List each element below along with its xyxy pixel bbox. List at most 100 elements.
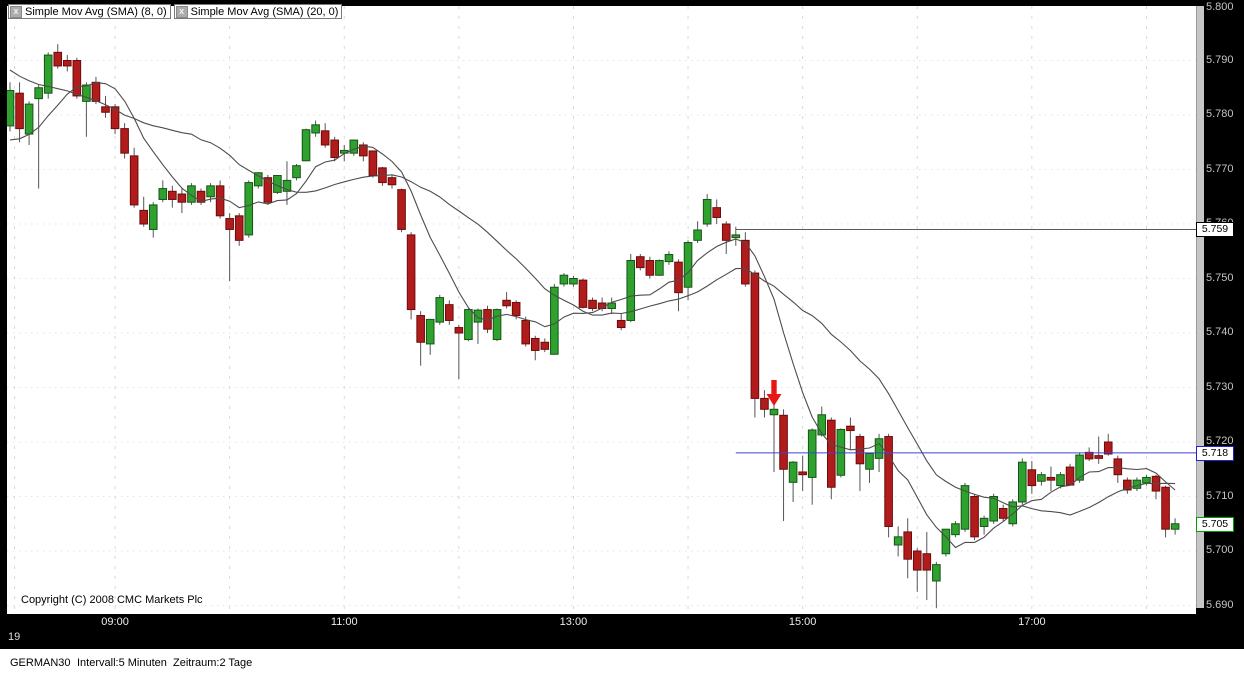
candle-body[interactable] bbox=[865, 452, 874, 470]
candle-body[interactable] bbox=[15, 92, 24, 130]
candle-body[interactable] bbox=[244, 182, 254, 236]
candle-body[interactable] bbox=[903, 531, 913, 560]
candle-body[interactable] bbox=[998, 507, 1008, 519]
candle-body[interactable] bbox=[139, 209, 148, 225]
candle-body[interactable] bbox=[1056, 474, 1065, 487]
candle-body[interactable] bbox=[626, 260, 636, 321]
candle-body[interactable] bbox=[387, 177, 397, 186]
candle-body[interactable] bbox=[292, 165, 301, 179]
candle-body[interactable] bbox=[206, 185, 215, 198]
candle-body[interactable] bbox=[72, 60, 82, 97]
candle-body[interactable] bbox=[349, 139, 359, 154]
candle-body[interactable] bbox=[559, 274, 569, 285]
candle-body[interactable] bbox=[827, 419, 836, 488]
candle-body[interactable] bbox=[874, 438, 884, 459]
candle-body[interactable] bbox=[24, 103, 34, 135]
candle-body[interactable] bbox=[282, 179, 292, 192]
candle-body[interactable] bbox=[846, 425, 855, 432]
candle-body[interactable] bbox=[330, 139, 339, 159]
candle-body[interactable] bbox=[311, 124, 320, 134]
candle-body[interactable] bbox=[1123, 479, 1132, 491]
candle-body[interactable] bbox=[225, 218, 234, 230]
candle-body[interactable] bbox=[922, 553, 932, 571]
candle-body[interactable] bbox=[616, 319, 626, 329]
candle-body[interactable] bbox=[932, 564, 941, 582]
candle-body[interactable] bbox=[1046, 476, 1056, 481]
candle-body[interactable] bbox=[91, 81, 101, 102]
candle-body[interactable] bbox=[473, 309, 483, 323]
candle-body[interactable] bbox=[82, 84, 91, 102]
candle-body[interactable] bbox=[1084, 451, 1094, 460]
candle-body[interactable] bbox=[884, 436, 893, 527]
candle-body[interactable] bbox=[979, 517, 989, 527]
candle-body[interactable] bbox=[769, 408, 779, 416]
candle-body[interactable] bbox=[445, 304, 454, 321]
candle-body[interactable] bbox=[798, 471, 807, 476]
candle-body[interactable] bbox=[215, 185, 225, 217]
candle-body[interactable] bbox=[750, 272, 760, 399]
candle-body[interactable] bbox=[168, 190, 177, 200]
candle-body[interactable] bbox=[607, 302, 616, 309]
candle-body[interactable] bbox=[1113, 458, 1123, 476]
candle-body[interactable] bbox=[464, 309, 473, 341]
candle-body[interactable] bbox=[1008, 501, 1018, 525]
candle-body[interactable] bbox=[588, 299, 597, 309]
candle-body[interactable] bbox=[1037, 474, 1046, 482]
candle-body[interactable] bbox=[1132, 479, 1142, 489]
candle-body[interactable] bbox=[521, 319, 531, 345]
candle-body[interactable] bbox=[1094, 455, 1104, 459]
candle-body[interactable] bbox=[683, 242, 693, 288]
candle-body[interactable] bbox=[425, 318, 435, 345]
candle-body[interactable] bbox=[454, 327, 464, 334]
legend-item-sma20[interactable]: x Simple Mov Avg (SMA) (20, 0) bbox=[173, 4, 343, 19]
close-icon[interactable]: x bbox=[10, 5, 22, 18]
candle-body[interactable] bbox=[196, 190, 206, 203]
candle-body[interactable] bbox=[1142, 476, 1151, 484]
candle-body[interactable] bbox=[53, 51, 63, 67]
candle-body[interactable] bbox=[177, 193, 187, 203]
candle-body[interactable] bbox=[836, 428, 846, 476]
candle-body[interactable] bbox=[368, 150, 378, 176]
candle-body[interactable] bbox=[912, 550, 922, 571]
candle-body[interactable] bbox=[741, 239, 750, 285]
candle-body[interactable] bbox=[435, 297, 445, 323]
candle-body[interactable] bbox=[760, 397, 769, 410]
candle-body[interactable] bbox=[807, 429, 817, 478]
candle-body[interactable] bbox=[511, 301, 521, 317]
candle-body[interactable] bbox=[951, 523, 960, 536]
candle-body[interactable] bbox=[158, 188, 168, 200]
candle-body[interactable] bbox=[129, 155, 139, 206]
candle-body[interactable] bbox=[788, 461, 798, 483]
candle-body[interactable] bbox=[110, 106, 120, 130]
candle-body[interactable] bbox=[989, 496, 998, 522]
legend-item-sma8[interactable]: x Simple Mov Avg (SMA) (8, 0) bbox=[8, 4, 171, 19]
candle-body[interactable] bbox=[1161, 486, 1170, 530]
price-chart-plot-area[interactable]: Copyright (C) 2008 CMC Markets Plc bbox=[7, 6, 1196, 614]
candle-body[interactable] bbox=[693, 229, 702, 241]
close-icon[interactable]: x bbox=[175, 5, 188, 18]
candle-body[interactable] bbox=[1170, 523, 1180, 530]
candle-body[interactable] bbox=[578, 279, 588, 308]
candle-body[interactable] bbox=[254, 172, 263, 187]
candle-body[interactable] bbox=[34, 87, 43, 100]
candle-body[interactable] bbox=[655, 260, 664, 276]
price-axis-divider[interactable] bbox=[1196, 6, 1204, 608]
candle-body[interactable] bbox=[263, 177, 273, 203]
candle-body[interactable] bbox=[702, 198, 712, 225]
candle-body[interactable] bbox=[721, 223, 731, 241]
candle-body[interactable] bbox=[234, 215, 244, 241]
candle-body[interactable] bbox=[397, 189, 406, 230]
candle-body[interactable] bbox=[492, 309, 502, 341]
candle-body[interactable] bbox=[893, 536, 903, 546]
candle-body[interactable] bbox=[540, 341, 550, 350]
candle-body[interactable] bbox=[359, 144, 368, 157]
candle-body[interactable] bbox=[530, 337, 540, 351]
candle-body[interactable] bbox=[7, 89, 15, 127]
candle-body[interactable] bbox=[970, 496, 979, 538]
candle-body[interactable] bbox=[941, 528, 951, 555]
candle-body[interactable] bbox=[712, 207, 722, 218]
sell-signal-arrow-icon[interactable] bbox=[766, 379, 782, 406]
candle-body[interactable] bbox=[731, 234, 741, 239]
time-axis[interactable]: 19 09:00 11:00 13:00 15:00 17:00 bbox=[0, 614, 1244, 649]
candle-body[interactable] bbox=[817, 414, 827, 436]
